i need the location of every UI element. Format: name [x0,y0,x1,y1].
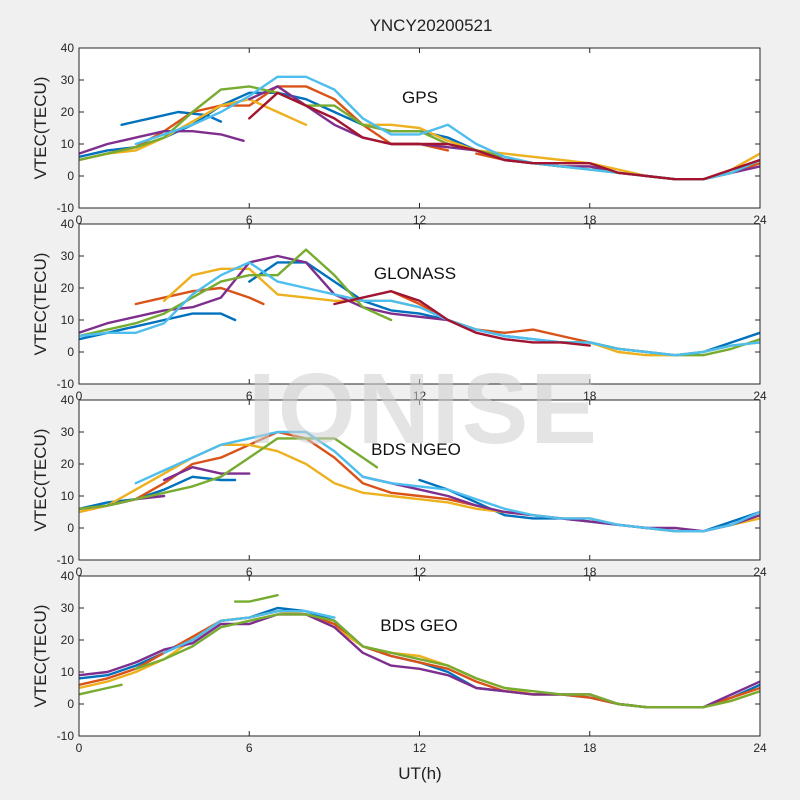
series-line [79,261,760,357]
y-tick-label: 40 [61,217,75,231]
panel-title: GLONASS [374,264,456,283]
axes-frame [78,399,761,561]
x-tick-label: 0 [76,389,83,403]
y-tick-label: 0 [67,345,74,359]
axes-frame [78,223,761,385]
x-tick-label: 6 [246,213,253,227]
y-tick-label: 30 [61,249,75,263]
x-tick-label: 24 [753,741,767,755]
axes-frame [78,47,761,209]
series-line [79,248,393,338]
y-tick-label: 20 [61,281,75,295]
x-tick-label: 6 [246,565,253,579]
y-tick-label: 10 [61,313,75,327]
x-tick-label: 12 [413,741,427,755]
series-line [79,129,245,155]
panel-title: BDS NGEO [371,440,461,459]
series-line [233,594,279,603]
y-tick-label: 20 [61,633,75,647]
x-tick-label: 0 [76,565,83,579]
series-line [79,437,379,510]
series-group [79,594,760,709]
y-tick-label: -10 [57,201,75,215]
y-axis-label: VTEC(TECU) [31,77,50,180]
series-line [79,254,478,334]
x-tick-label: 0 [76,213,83,227]
y-tick-label: 0 [67,169,74,183]
series-line [79,475,237,510]
series-line [79,683,123,696]
y-tick-label: 10 [61,489,75,503]
series-line [134,613,760,709]
panel-title: BDS GEO [380,616,457,635]
y-axis-label: VTEC(TECU) [31,429,50,532]
y-tick-label: -10 [57,553,75,567]
y-tick-label: 30 [61,73,75,87]
x-tick-label: 18 [583,741,597,755]
figure-title: YNCY20200521 [370,16,493,35]
series-group [79,248,760,357]
series-line [248,91,760,181]
x-axis-label: UT(h) [398,764,441,783]
series-line [333,290,591,347]
series-group [79,430,760,533]
series-group [79,75,760,181]
y-tick-label: 0 [67,697,74,711]
series-line [134,430,760,533]
axes-frame [78,575,761,737]
series-line [162,610,336,654]
y-tick-label: 10 [61,137,75,151]
y-tick-label: 0 [67,521,74,535]
y-tick-label: 40 [61,569,75,583]
y-tick-label: 20 [61,457,75,471]
y-axis-label: VTEC(TECU) [31,253,50,356]
y-tick-label: 40 [61,41,75,55]
y-tick-label: 30 [61,601,75,615]
series-line [162,466,251,482]
y-tick-label: 40 [61,393,75,407]
y-tick-label: -10 [57,377,75,391]
y-tick-label: 30 [61,425,75,439]
x-tick-label: 0 [76,741,83,755]
y-tick-label: -10 [57,729,75,743]
y-tick-label: 20 [61,105,75,119]
panel-title: GPS [402,88,438,107]
y-tick-label: 10 [61,665,75,679]
x-tick-label: 6 [246,741,253,755]
y-axis-label: VTEC(TECU) [31,605,50,708]
x-tick-label: 6 [246,389,253,403]
